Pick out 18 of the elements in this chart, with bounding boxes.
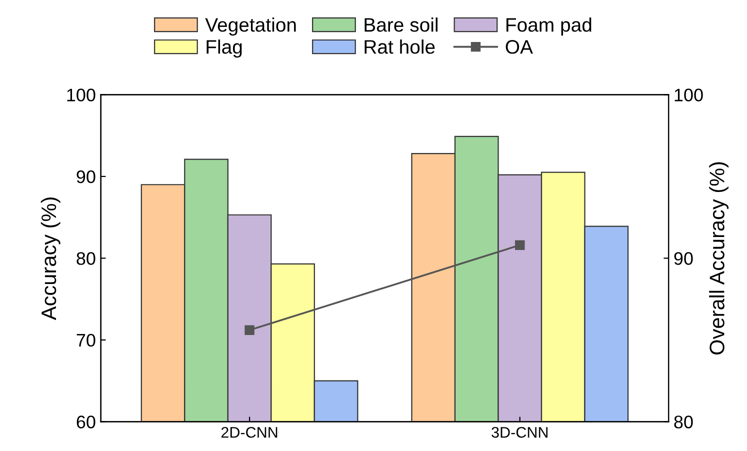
y-axis-title: Accuracy (%): [40, 198, 60, 320]
y-tick-label: 90: [76, 170, 96, 184]
y2-tick-label: 90: [674, 252, 693, 265]
legend-label: Bare soil: [364, 18, 438, 32]
legend-label: Flag: [206, 40, 242, 58]
x-tick-label: 2D-CNN: [221, 426, 278, 438]
x-tick-label: 3D-CNN: [492, 426, 548, 438]
legend-label: Vegetation: [205, 18, 296, 36]
y-tick-label: 80: [76, 252, 96, 265]
legend-label: Foam pad: [506, 18, 592, 36]
y2-tick-label: 80: [674, 416, 693, 428]
y-tick-label: 60: [76, 416, 96, 428]
legend-label: OA: [506, 40, 533, 54]
legend-label: Rat hole: [364, 40, 435, 54]
y2-tick-label: 100: [674, 88, 703, 102]
y2-axis-title: Overall Accuracy (%): [709, 162, 729, 354]
y-tick-label: 70: [76, 334, 96, 347]
y-tick-label: 100: [67, 88, 96, 102]
